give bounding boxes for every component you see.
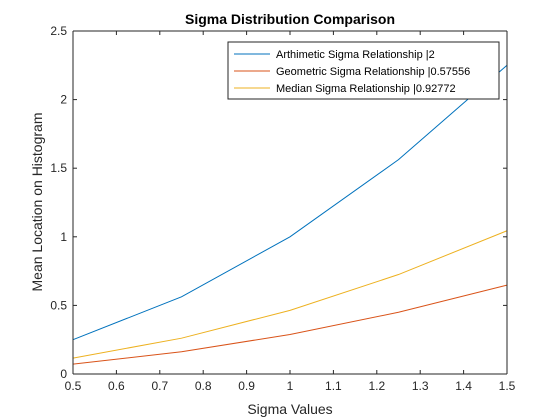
legend-entry-3: Median Sigma Relationship |0.92772 (276, 83, 456, 95)
series-line-2 (72, 284, 508, 365)
x-axis-label: Sigma Values (247, 401, 332, 417)
x-tick-label: 1.2 (368, 379, 385, 393)
y-tick-label: 2 (60, 93, 67, 107)
y-tick-label: 2.5 (50, 24, 67, 38)
x-tick-label: 0.6 (108, 379, 125, 393)
x-tick-label: 1.5 (499, 379, 516, 393)
x-tick-label: 1.4 (455, 379, 472, 393)
legend-entry-1: Arthimetic Sigma Relationship |2 (276, 49, 435, 61)
legend-box (227, 41, 500, 100)
x-tick-label: 0.8 (195, 379, 212, 393)
series-line-1 (72, 64, 508, 341)
x-tick-label: 1.3 (412, 379, 429, 393)
y-tick-label: 1 (60, 230, 67, 244)
x-tick-label: 1 (287, 379, 294, 393)
x-tick-label: 0.5 (65, 379, 82, 393)
series-line-3 (72, 230, 508, 359)
ticks-layer: 0.5 0.6 0.7 0.8 0.9 1 1.1 1.2 1.3 1.4 1.500.511.52… (50, 24, 515, 393)
x-tick-label: 0.7 (151, 379, 168, 393)
y-tick-label: 0 (60, 367, 67, 381)
legend: Arthimetic Sigma Relationship |2 Geometri… (227, 41, 500, 100)
y-tick-label: 1.5 (50, 161, 67, 175)
series-layer (72, 64, 508, 365)
x-tick-label: 1.1 (325, 379, 342, 393)
y-tick-label: 0.5 (50, 298, 67, 312)
x-tick-label: 0.9 (238, 379, 255, 393)
chart-title: Sigma Distribution Comparison (185, 11, 395, 27)
legend-entry-2: Geometric Sigma Relationship |0.57556 (276, 66, 470, 78)
y-axis-label: Mean Location on Histogram (29, 113, 45, 292)
